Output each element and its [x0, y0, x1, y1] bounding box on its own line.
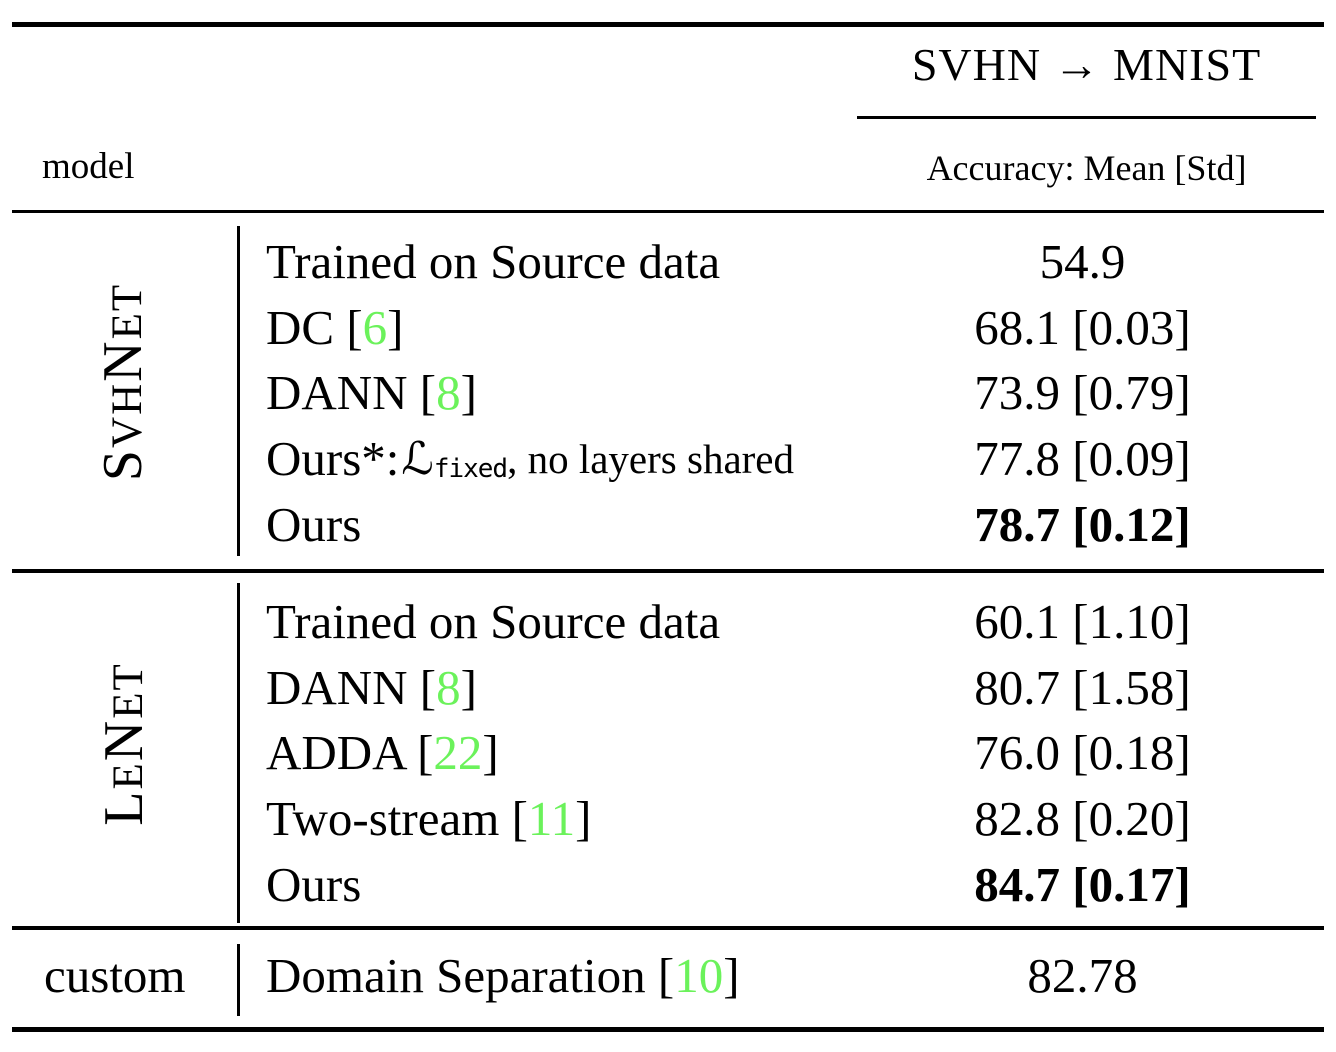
method-label-text: ]	[723, 947, 740, 1003]
method-label: DANN [8]	[266, 360, 841, 426]
group-separator-rule-1	[12, 569, 1324, 573]
method-label-note: , no layers shared	[507, 435, 794, 482]
accuracy-value: 73.9 [0.79]	[974, 365, 1191, 421]
method-label-text: ]	[460, 365, 477, 421]
group-label-custom: custom	[44, 947, 186, 1003]
method-label: DANN [8]	[266, 655, 841, 721]
method-label: Trained on Source data	[266, 589, 841, 655]
method-label: Trained on Source data	[266, 229, 841, 295]
citation-number: 10	[674, 947, 724, 1003]
method-label-text: ]	[482, 725, 499, 781]
model-column-header: model	[42, 146, 135, 187]
method-label-text: DANN [	[266, 659, 437, 715]
accuracy-value: 54.9	[1039, 234, 1126, 290]
method-label: Two-stream [11]	[266, 786, 841, 852]
divider-lenet	[237, 583, 240, 923]
method-label-text: ]	[460, 659, 477, 715]
citation-number: 8	[436, 365, 461, 421]
method-label-text: DC [	[266, 299, 363, 355]
group-label-lenet: LENET	[92, 662, 156, 826]
group-label-part: N	[93, 718, 155, 762]
method-label-text: Domain Separation [	[266, 947, 675, 1003]
method-label-text: Two-stream [	[266, 791, 528, 847]
method-label-text: DANN [	[266, 365, 437, 421]
method-label: Domain Separation [10]	[266, 942, 841, 1008]
accuracy-value: 82.78	[1027, 947, 1138, 1003]
accuracy-value: 77.8 [0.09]	[974, 431, 1191, 487]
method-label: ADDA [22]	[266, 720, 841, 786]
accuracy-value: 76.0 [0.18]	[974, 725, 1191, 781]
group-label-part: ET	[105, 662, 152, 719]
citation-number: 6	[362, 299, 388, 355]
column-sub-rule	[857, 116, 1316, 119]
group-separator-rule-2	[12, 926, 1324, 930]
accuracy-value: 68.1 [0.03]	[974, 299, 1191, 355]
group-label-svhnet: SVHNET	[91, 283, 155, 481]
method-label-text: Trained on Source data	[266, 594, 721, 650]
citation-number: 22	[433, 725, 483, 781]
group-label-part: L	[93, 789, 155, 826]
method-label-text: Ours	[266, 856, 362, 912]
group-label-part: N	[92, 339, 154, 382]
method-label: Ours	[266, 851, 841, 917]
table-top-rule	[12, 22, 1324, 27]
method-label: DC [6]	[266, 295, 841, 361]
citation-number: 8	[436, 659, 461, 715]
accuracy-value-best: 78.7 [0.12]	[974, 496, 1191, 552]
divider-svhnet	[237, 226, 240, 556]
table-bottom-rule	[12, 1027, 1324, 1032]
group-label-part: S	[92, 447, 154, 482]
accuracy-value: 82.8 [0.20]	[974, 791, 1191, 847]
custom-method-labels: Domain Separation [10]	[266, 942, 841, 1008]
group-label-part: VH	[104, 381, 151, 448]
group-label-part: ET	[104, 282, 151, 340]
lenet-method-labels: Trained on Source data DANN [8] ADDA [22…	[266, 589, 841, 917]
citation-number: 11	[527, 791, 576, 847]
group-label-part: E	[105, 761, 152, 790]
accuracy-value: 80.7 [1.58]	[974, 659, 1191, 715]
method-label-text: Ours	[266, 496, 362, 552]
lenet-accuracy-values: 60.1 [1.10] 80.7 [1.58] 76.0 [0.18] 82.8…	[845, 589, 1320, 917]
method-label-text: ADDA [	[266, 725, 434, 781]
method-label-text: Ours*:	[266, 431, 400, 487]
method-label-text: ]	[387, 299, 404, 355]
method-label-text: ]	[575, 791, 592, 847]
divider-custom	[237, 944, 240, 1016]
method-label-text: Trained on Source data	[266, 234, 721, 290]
custom-accuracy-values: 82.78	[845, 942, 1320, 1008]
method-label-ours-ablation: Ours*: ℒ fixed , no layers shared	[266, 426, 841, 492]
accuracy-value: 60.1 [1.10]	[974, 594, 1191, 650]
header-rule	[12, 210, 1324, 213]
accuracy-value-best: 84.7 [0.17]	[974, 856, 1191, 912]
svhnet-accuracy-values: 54.9 68.1 [0.03] 73.9 [0.79] 77.8 [0.09]…	[845, 229, 1320, 557]
loss-symbol: ℒ	[401, 432, 434, 486]
column-title: SVHN → MNIST	[911, 39, 1262, 90]
method-label: Ours	[266, 491, 841, 557]
loss-subscript: fixed	[433, 453, 508, 484]
accuracy-column-header: Accuracy: Mean [Std]	[926, 148, 1247, 188]
svhnet-method-labels: Trained on Source data DC [6] DANN [8] O…	[266, 229, 841, 557]
